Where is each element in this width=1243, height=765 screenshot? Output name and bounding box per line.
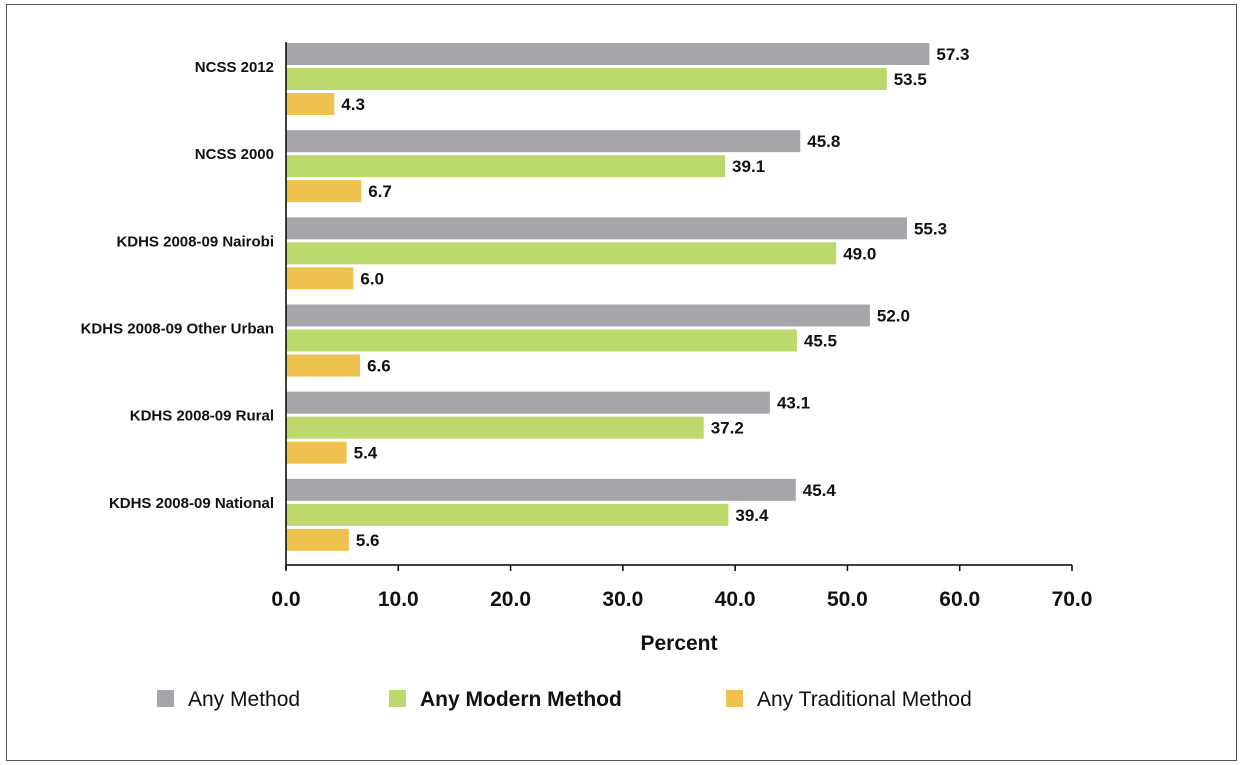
category-label: NCSS 2000 (195, 146, 274, 163)
data-label: 53.5 (894, 70, 927, 89)
bar (286, 267, 354, 290)
bar (286, 304, 870, 327)
bar (286, 68, 887, 90)
category-label: KDHS 2008-09 Other Urban (81, 321, 274, 338)
axes (285, 42, 1072, 569)
data-label: 4.3 (341, 95, 365, 114)
bar (286, 43, 930, 65)
bar (286, 354, 361, 377)
x-tick-label: 50.0 (827, 588, 868, 611)
bar (286, 503, 729, 526)
legend-swatch (389, 690, 406, 707)
data-label: 43.1 (777, 394, 810, 413)
data-label: 37.2 (711, 419, 744, 438)
data-label: 49.0 (843, 244, 876, 263)
x-tick-label: 70.0 (1052, 588, 1093, 611)
data-label: 55.3 (914, 219, 947, 238)
bar (286, 416, 704, 439)
data-label: 6.0 (360, 269, 384, 288)
bar (286, 155, 726, 178)
data-label: 57.3 (936, 45, 969, 64)
bar (286, 528, 349, 551)
data-label: 6.6 (367, 357, 391, 376)
data-label: 52.0 (877, 307, 910, 326)
x-tick-label: 40.0 (715, 588, 756, 611)
x-tick-label: 20.0 (490, 588, 531, 611)
bar (286, 242, 837, 265)
x-tick-label: 10.0 (378, 588, 419, 611)
bar (286, 217, 907, 240)
x-axis-title: Percent (640, 632, 717, 655)
x-tick-label: 30.0 (602, 588, 643, 611)
bar (286, 93, 335, 115)
x-tick-label: 60.0 (939, 588, 980, 611)
data-label: 39.4 (735, 506, 769, 525)
category-label: NCSS 2012 (195, 59, 274, 76)
category-labels: NCSS 2012 NCSS 2000 KDHS 2008-09 Nairobi KD… (81, 59, 274, 512)
data-label: 5.6 (356, 531, 380, 550)
legend: Any Method Any Modern Method Any Tradition… (157, 688, 972, 711)
legend-label: Any Modern Method (420, 688, 622, 711)
category-label: KDHS 2008-09 Rural (130, 408, 274, 425)
bars-layer: 57.3 53.5 4.3 45.8 39.1 6.7 55.3 49.0 6.0 52.0 45.… (286, 43, 969, 551)
legend-swatch (157, 690, 174, 707)
bar (286, 329, 797, 352)
legend-label: Any Traditional Method (757, 688, 972, 711)
x-ticks: 0.0 10.0 20.0 30.0 40.0 50.0 60.0 70.0 (271, 565, 1092, 611)
legend-swatch (726, 690, 743, 707)
bar (286, 478, 796, 501)
bar (286, 391, 770, 414)
data-label: 45.8 (807, 132, 840, 151)
data-label: 5.4 (354, 444, 378, 463)
category-label: KDHS 2008-09 Nairobi (116, 233, 274, 250)
bar (286, 180, 362, 203)
data-label: 45.4 (803, 481, 837, 500)
legend-label: Any Method (188, 688, 300, 711)
data-label: 6.7 (368, 182, 392, 201)
data-label: 39.1 (732, 157, 765, 176)
bar (286, 441, 347, 464)
category-label: KDHS 2008-09 National (109, 495, 274, 512)
chart-frame (6, 4, 1237, 761)
data-label: 45.5 (804, 332, 837, 351)
x-tick-label: 0.0 (271, 588, 300, 611)
bar (286, 130, 801, 153)
